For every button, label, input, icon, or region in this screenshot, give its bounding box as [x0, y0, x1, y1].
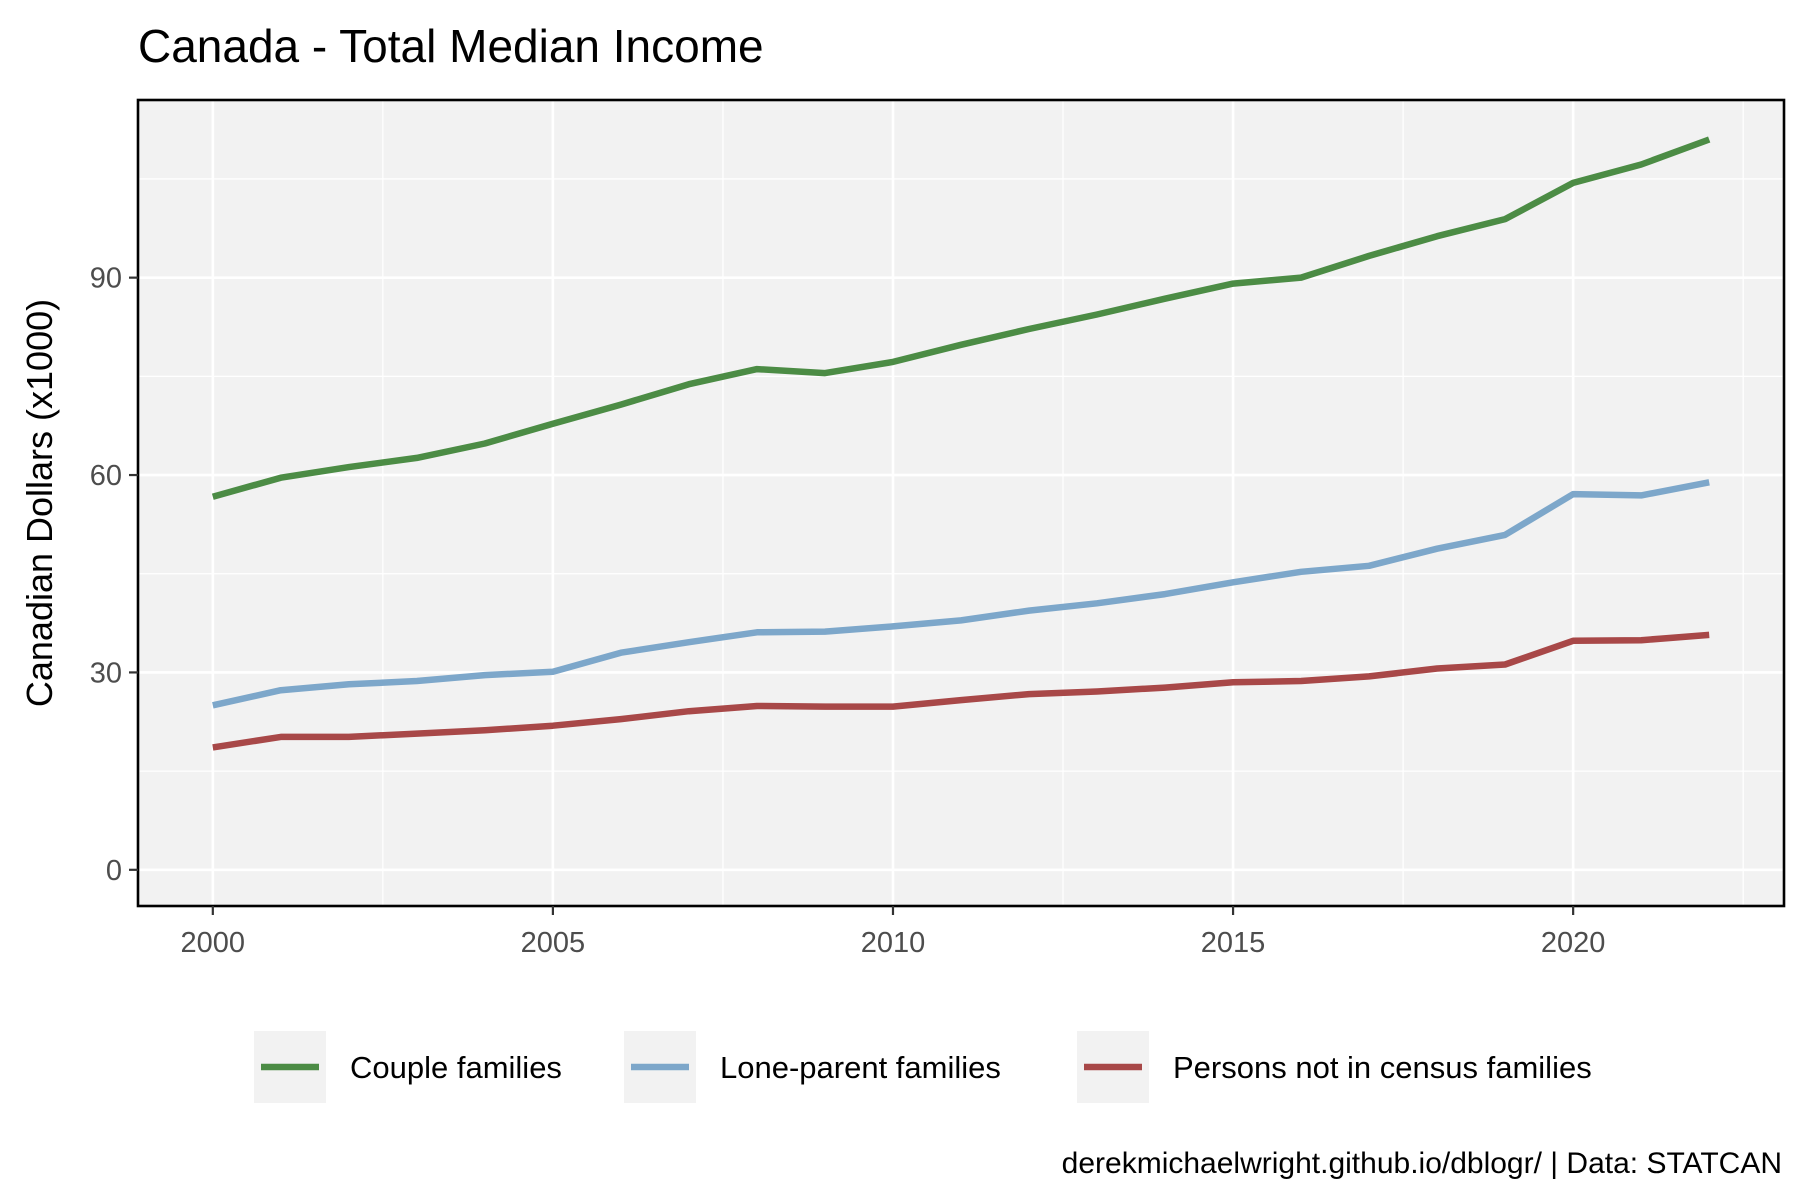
legend-label: Persons not in census families: [1173, 1050, 1592, 1085]
series-lines: [211, 136, 1711, 751]
legend: Couple families Lone-parent families Perso…: [254, 1031, 1592, 1103]
x-tick-label: 2000: [181, 927, 246, 959]
legend-item: Couple families: [254, 1031, 562, 1103]
y-tick-label: 90: [90, 263, 122, 295]
x-tick-label: 2005: [521, 927, 586, 959]
y-axis-title: Canadian Dollars (x1000): [19, 299, 60, 707]
y-tick-label: 0: [106, 855, 122, 887]
series-line: [211, 136, 1711, 500]
chart-title: Canada - Total Median Income: [138, 20, 764, 72]
series-line: [212, 479, 1710, 709]
legend-label: Lone-parent families: [720, 1050, 1001, 1085]
legend-label: Couple families: [350, 1050, 562, 1085]
y-tick-label: 30: [90, 657, 122, 689]
x-axis: 2000 2005 2010 2015 2020: [181, 906, 1606, 959]
series-line: [212, 631, 1710, 751]
source-caption: derekmichaelwright.github.io/dblogr/ | D…: [1062, 1147, 1782, 1180]
legend-item: Lone-parent families: [624, 1031, 1001, 1103]
legend-item: Persons not in census families: [1077, 1031, 1592, 1103]
minor-gridlines: [138, 100, 1784, 906]
plot-panel: [138, 100, 1784, 906]
major-gridlines: [138, 100, 1784, 906]
y-axis: 0 30 60 90: [90, 263, 138, 887]
x-tick-label: 2010: [861, 927, 926, 959]
y-tick-label: 60: [90, 460, 122, 492]
plot-border: [136, 98, 1786, 908]
x-tick-label: 2020: [1541, 927, 1606, 959]
x-tick-label: 2015: [1201, 927, 1266, 959]
